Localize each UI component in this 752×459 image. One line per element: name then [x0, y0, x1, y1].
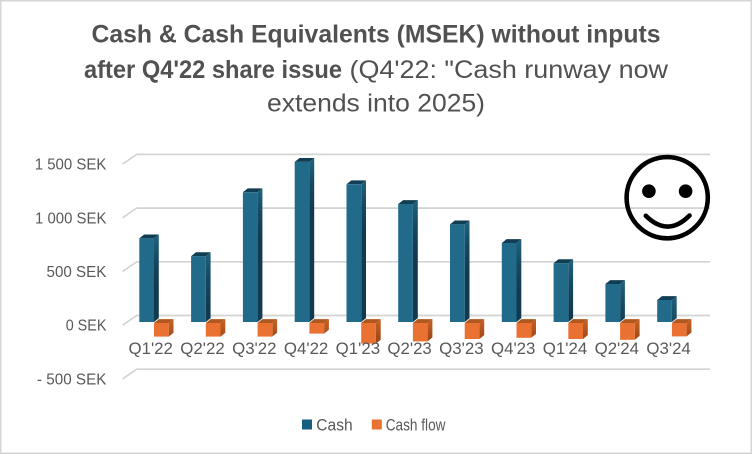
svg-text:1 500 SEK: 1 500 SEK: [35, 157, 107, 174]
svg-text:Q1'23: Q1'23: [336, 340, 380, 358]
svg-text:Q3'23: Q3'23: [439, 340, 483, 358]
svg-text:- 500 SEK: - 500 SEK: [37, 371, 107, 388]
svg-text:Cash: Cash: [316, 416, 352, 435]
svg-text:Q1'22: Q1'22: [129, 340, 173, 358]
svg-text:0 SEK: 0 SEK: [66, 318, 107, 335]
svg-text:Q3'22: Q3'22: [232, 340, 276, 358]
svg-text:extends into 2025): extends into 2025): [267, 90, 485, 118]
svg-text:Q4'22: Q4'22: [284, 340, 328, 358]
svg-text:Cash & Cash Equivalents (MSEK): Cash & Cash Equivalents (MSEK) without i…: [92, 20, 661, 48]
svg-text:Q2'22: Q2'22: [180, 340, 224, 358]
svg-text:Q4'23: Q4'23: [491, 340, 535, 358]
svg-text:Q3'24: Q3'24: [646, 340, 690, 358]
svg-text:Q1'24: Q1'24: [543, 340, 587, 358]
svg-text:1 000 SEK: 1 000 SEK: [35, 210, 107, 227]
svg-text:Cash flow: Cash flow: [386, 416, 446, 435]
svg-text:Q2'24: Q2'24: [595, 340, 639, 358]
svg-text:500 SEK: 500 SEK: [47, 264, 107, 281]
svg-text:Q2'23: Q2'23: [387, 340, 431, 358]
svg-text:after Q4'22 share issue (Q4'22: after Q4'22 share issue (Q4'22: "Cash ru…: [84, 56, 669, 84]
